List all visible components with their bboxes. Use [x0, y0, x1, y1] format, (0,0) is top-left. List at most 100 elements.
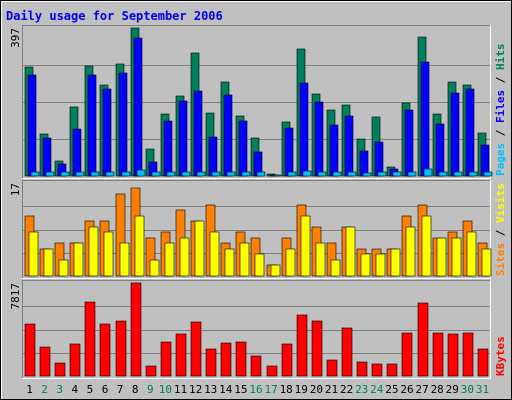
day-label-2: 2 — [41, 383, 48, 396]
bar-sites-day-30 — [466, 231, 477, 277]
bar-pages-day-25 — [392, 171, 402, 177]
day-label-5: 5 — [87, 383, 94, 396]
right-label-visits: Visits — [494, 183, 507, 223]
bar-files-day-14 — [223, 94, 233, 177]
bar-files-day-13 — [208, 136, 218, 177]
bar-files-day-11 — [178, 100, 188, 177]
bar-files-day-28 — [435, 123, 445, 177]
bar-sites-day-11 — [179, 237, 190, 277]
bar-pages-day-19 — [302, 170, 312, 177]
bar-sites-day-27 — [421, 215, 432, 277]
bar-sites-day-2 — [43, 248, 54, 277]
bar-files-day-18 — [284, 127, 294, 177]
bar-pages-day-23 — [362, 172, 372, 177]
bar-sites-day-13 — [209, 231, 220, 277]
bar-kbytes-day-5 — [84, 301, 96, 377]
bar-pages-day-14 — [226, 171, 236, 177]
bar-sites-day-21 — [330, 259, 341, 277]
bar-sites-day-26 — [405, 226, 416, 277]
day-label-12: 12 — [189, 383, 202, 396]
bar-kbytes-day-20 — [311, 320, 323, 377]
bar-files-day-29 — [450, 92, 460, 177]
bar-files-day-12 — [193, 90, 203, 177]
right-label-pages: Pages — [494, 143, 507, 176]
bar-sites-day-5 — [88, 226, 99, 277]
bar-kbytes-day-21 — [326, 359, 338, 377]
right-label-separator: / — [494, 123, 507, 143]
bar-pages-day-7 — [121, 171, 131, 177]
bar-sites-day-25 — [390, 248, 401, 277]
bar-pages-day-21 — [332, 171, 342, 177]
day-label-20: 20 — [310, 383, 323, 396]
bar-files-day-26 — [404, 109, 414, 177]
bar-kbytes-day-14 — [220, 342, 232, 377]
bar-kbytes-day-26 — [401, 332, 413, 377]
day-label-30: 30 — [461, 383, 474, 396]
bar-sites-day-17 — [270, 264, 281, 277]
right-label-hits-files-pages: Pages / Files / Hits — [494, 44, 507, 177]
bar-pages-day-28 — [438, 171, 448, 177]
day-label-27: 27 — [415, 383, 428, 396]
bar-files-day-19 — [299, 82, 309, 177]
bar-pages-day-17 — [272, 174, 282, 177]
bar-sites-day-31 — [481, 248, 492, 277]
day-label-15: 15 — [234, 383, 247, 396]
bar-sites-day-29 — [451, 237, 462, 277]
bar-kbytes-day-24 — [371, 363, 383, 377]
bar-kbytes-day-18 — [281, 343, 293, 377]
day-label-14: 14 — [219, 383, 233, 396]
bar-kbytes-day-28 — [432, 332, 444, 377]
day-label-4: 4 — [71, 383, 78, 396]
bar-kbytes-day-22 — [341, 327, 353, 377]
right-label-hits: Hits — [494, 44, 507, 71]
max-label: 17 — [9, 183, 22, 196]
bar-pages-day-22 — [347, 171, 357, 177]
max-label: 7817 — [9, 283, 22, 310]
day-label-1: 1 — [26, 383, 33, 396]
bar-kbytes-day-9 — [145, 365, 157, 377]
bar-files-day-8 — [133, 37, 143, 177]
bar-sites-day-9 — [149, 259, 160, 277]
bar-sites-day-1 — [28, 231, 39, 277]
bar-kbytes-day-10 — [160, 341, 172, 377]
bar-pages-day-20 — [317, 171, 327, 177]
day-label-21: 21 — [325, 383, 338, 396]
bar-pages-day-18 — [287, 171, 297, 177]
day-label-18: 18 — [280, 383, 293, 396]
bar-sites-day-14 — [224, 248, 235, 277]
bar-kbytes-day-29 — [447, 333, 459, 377]
bar-kbytes-day-17 — [266, 365, 278, 377]
day-label-10: 10 — [159, 383, 172, 396]
bar-kbytes-day-1 — [24, 323, 36, 377]
bar-kbytes-day-3 — [54, 362, 66, 377]
bar-files-day-23 — [359, 150, 369, 177]
panel-hits-files-pages: 397 Pages / Files / Hits — [9, 25, 507, 179]
day-label-16: 16 — [249, 383, 262, 396]
bar-kbytes-day-16 — [250, 355, 262, 377]
day-label-28: 28 — [431, 383, 444, 396]
bar-sites-day-16 — [254, 253, 265, 277]
bar-sites-day-6 — [103, 231, 114, 277]
day-label-22: 22 — [340, 383, 353, 396]
bar-files-day-22 — [344, 115, 354, 177]
bar-pages-day-2 — [45, 171, 55, 177]
day-label-25: 25 — [385, 383, 398, 396]
right-label-kbytes: KBytes — [494, 336, 507, 376]
bar-kbytes-day-25 — [386, 363, 398, 377]
bar-sites-day-28 — [436, 237, 447, 277]
bar-pages-day-11 — [181, 171, 191, 177]
day-label-19: 19 — [295, 383, 308, 396]
bar-pages-day-13 — [211, 171, 221, 177]
bar-pages-day-29 — [453, 171, 463, 177]
bar-files-day-2 — [42, 137, 52, 177]
bar-sites-day-12 — [194, 220, 205, 277]
bar-kbytes-day-7 — [115, 320, 127, 377]
bar-sites-day-23 — [360, 253, 371, 277]
bar-kbytes-day-2 — [39, 346, 51, 377]
day-label-6: 6 — [102, 383, 109, 396]
bar-sites-day-8 — [134, 215, 145, 277]
day-label-24: 24 — [370, 383, 384, 396]
bar-kbytes-day-19 — [296, 314, 308, 377]
